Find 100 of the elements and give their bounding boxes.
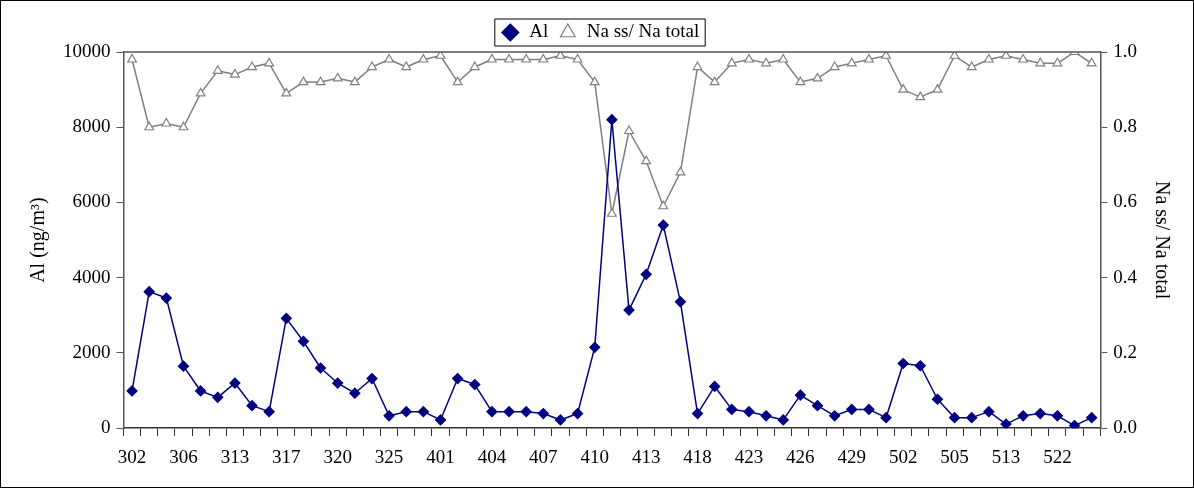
point <box>640 268 652 280</box>
point <box>521 53 532 63</box>
point <box>657 219 669 231</box>
y-axis-title: Al (ng/m³) <box>26 197 50 283</box>
point <box>744 53 754 63</box>
point <box>401 61 412 71</box>
legend-label: Na ss/ Na total <box>586 20 700 42</box>
point <box>932 84 943 93</box>
point <box>554 414 567 426</box>
point <box>1052 57 1063 67</box>
point <box>349 76 360 86</box>
point <box>452 76 463 86</box>
point <box>623 304 635 316</box>
point <box>297 335 310 347</box>
y2-axis-title: Na ss/ Na total <box>1151 180 1174 300</box>
point <box>726 403 738 415</box>
point <box>263 406 275 418</box>
point <box>1018 53 1029 63</box>
point <box>794 389 806 401</box>
point <box>641 155 652 165</box>
x-tick-label: 522 <box>1043 445 1072 467</box>
point <box>777 414 789 426</box>
point <box>674 296 687 308</box>
x-tick-label: 513 <box>991 445 1021 467</box>
point <box>349 387 361 399</box>
point <box>897 357 909 370</box>
y2-tick-label: 1.0 <box>1113 39 1137 61</box>
x-tick-label: 426 <box>786 445 815 467</box>
point <box>264 57 275 67</box>
y-tick-label: 10000 <box>63 39 111 61</box>
point <box>1086 412 1098 424</box>
point <box>811 400 824 412</box>
point <box>915 91 926 101</box>
point <box>161 117 172 127</box>
point <box>914 360 926 372</box>
point <box>384 53 395 63</box>
point <box>178 121 189 131</box>
point <box>538 53 549 63</box>
y-tick-label: 0 <box>101 416 111 438</box>
x-tick-label: 302 <box>117 445 147 467</box>
point <box>383 410 395 422</box>
point <box>760 410 772 422</box>
point <box>983 53 994 63</box>
y2-tick-label: 0.0 <box>1113 416 1137 438</box>
x-tick-label: 423 <box>734 445 764 467</box>
x-tick-label: 320 <box>323 445 352 467</box>
point <box>881 52 891 59</box>
point <box>931 393 944 405</box>
point <box>486 406 498 418</box>
x-tick-label: 306 <box>169 445 198 467</box>
point <box>246 400 258 412</box>
point <box>434 414 447 426</box>
y2-tick-label: 0.2 <box>1113 340 1137 362</box>
point <box>675 166 686 176</box>
legend-label: Al <box>529 20 549 42</box>
point <box>726 57 737 67</box>
point <box>503 406 515 418</box>
point <box>195 385 207 397</box>
point <box>417 406 429 418</box>
point <box>366 372 378 385</box>
point <box>332 72 343 82</box>
point <box>709 380 721 393</box>
point <box>778 53 789 63</box>
point <box>520 406 532 418</box>
x-tick-label: 401 <box>426 445 455 467</box>
point <box>469 61 480 71</box>
y-tick-label: 6000 <box>72 190 111 212</box>
point <box>1035 57 1046 67</box>
x-tick-label: 502 <box>888 445 918 467</box>
point <box>880 412 892 424</box>
point <box>589 76 600 86</box>
point <box>143 286 155 298</box>
point <box>589 341 601 353</box>
x-tick-label: 313 <box>220 445 250 467</box>
point <box>298 76 309 86</box>
point <box>1086 57 1097 67</box>
point <box>452 372 464 385</box>
point <box>486 53 497 63</box>
point <box>469 378 481 391</box>
point <box>572 407 584 420</box>
point <box>948 412 961 424</box>
point <box>846 403 858 415</box>
point <box>367 61 377 71</box>
point <box>314 362 327 374</box>
point <box>829 410 841 422</box>
point <box>229 68 240 78</box>
y-tick-label: 2000 <box>72 340 111 362</box>
point <box>966 412 978 424</box>
point <box>332 377 344 389</box>
point <box>863 403 875 415</box>
y-tick-label: 8000 <box>72 115 111 137</box>
point <box>606 208 617 217</box>
point <box>624 125 634 135</box>
point <box>212 65 223 74</box>
point <box>315 76 326 86</box>
point <box>658 200 669 210</box>
point <box>829 61 840 71</box>
x-tick-label: 413 <box>631 445 661 467</box>
point <box>1001 52 1011 59</box>
point <box>280 312 292 324</box>
